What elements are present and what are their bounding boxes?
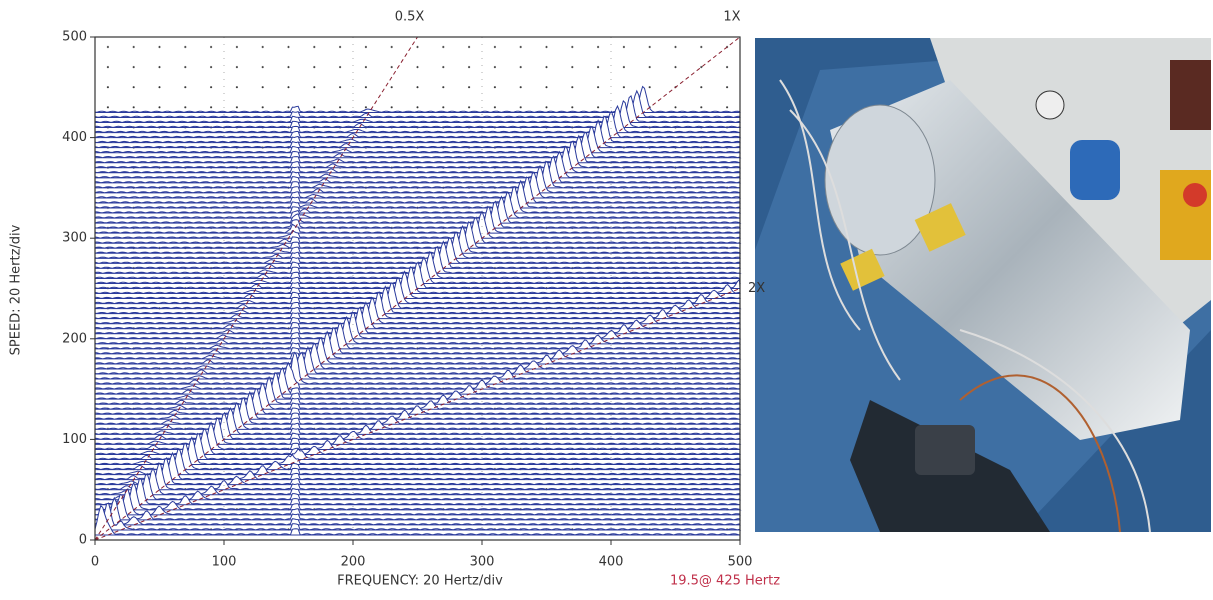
y-tick-label: 400 [62,130,87,145]
page: FREQUENCY: 20 Hertz/div SPEED: 20 Hertz/… [0,0,1213,600]
order-label: 0.5X [395,10,425,25]
order-label: 2X [748,281,765,296]
x-tick-label: 200 [341,555,366,570]
annotation: 19.5@ 425 Hertz [670,574,780,589]
y-tick-label: 300 [62,231,87,246]
y-tick-label: 500 [62,30,87,45]
chart: FREQUENCY: 20 Hertz/div SPEED: 20 Hertz/… [0,0,1213,596]
y-tick-label: 200 [62,331,87,346]
x-tick-label: 400 [599,555,624,570]
y-tick-label: 100 [62,432,87,447]
x-tick-label: 500 [728,555,753,570]
order-label: 1X [723,10,740,25]
y-axis-label: SPEED: 20 Hertz/div [9,224,24,355]
x-tick-label: 100 [212,555,237,570]
y-tick-label: 0 [79,533,87,548]
x-tick-label: 300 [470,555,495,570]
x-axis-label: FREQUENCY: 20 Hertz/div [337,574,503,589]
photo [755,38,1211,532]
x-tick-label: 0 [91,555,99,570]
